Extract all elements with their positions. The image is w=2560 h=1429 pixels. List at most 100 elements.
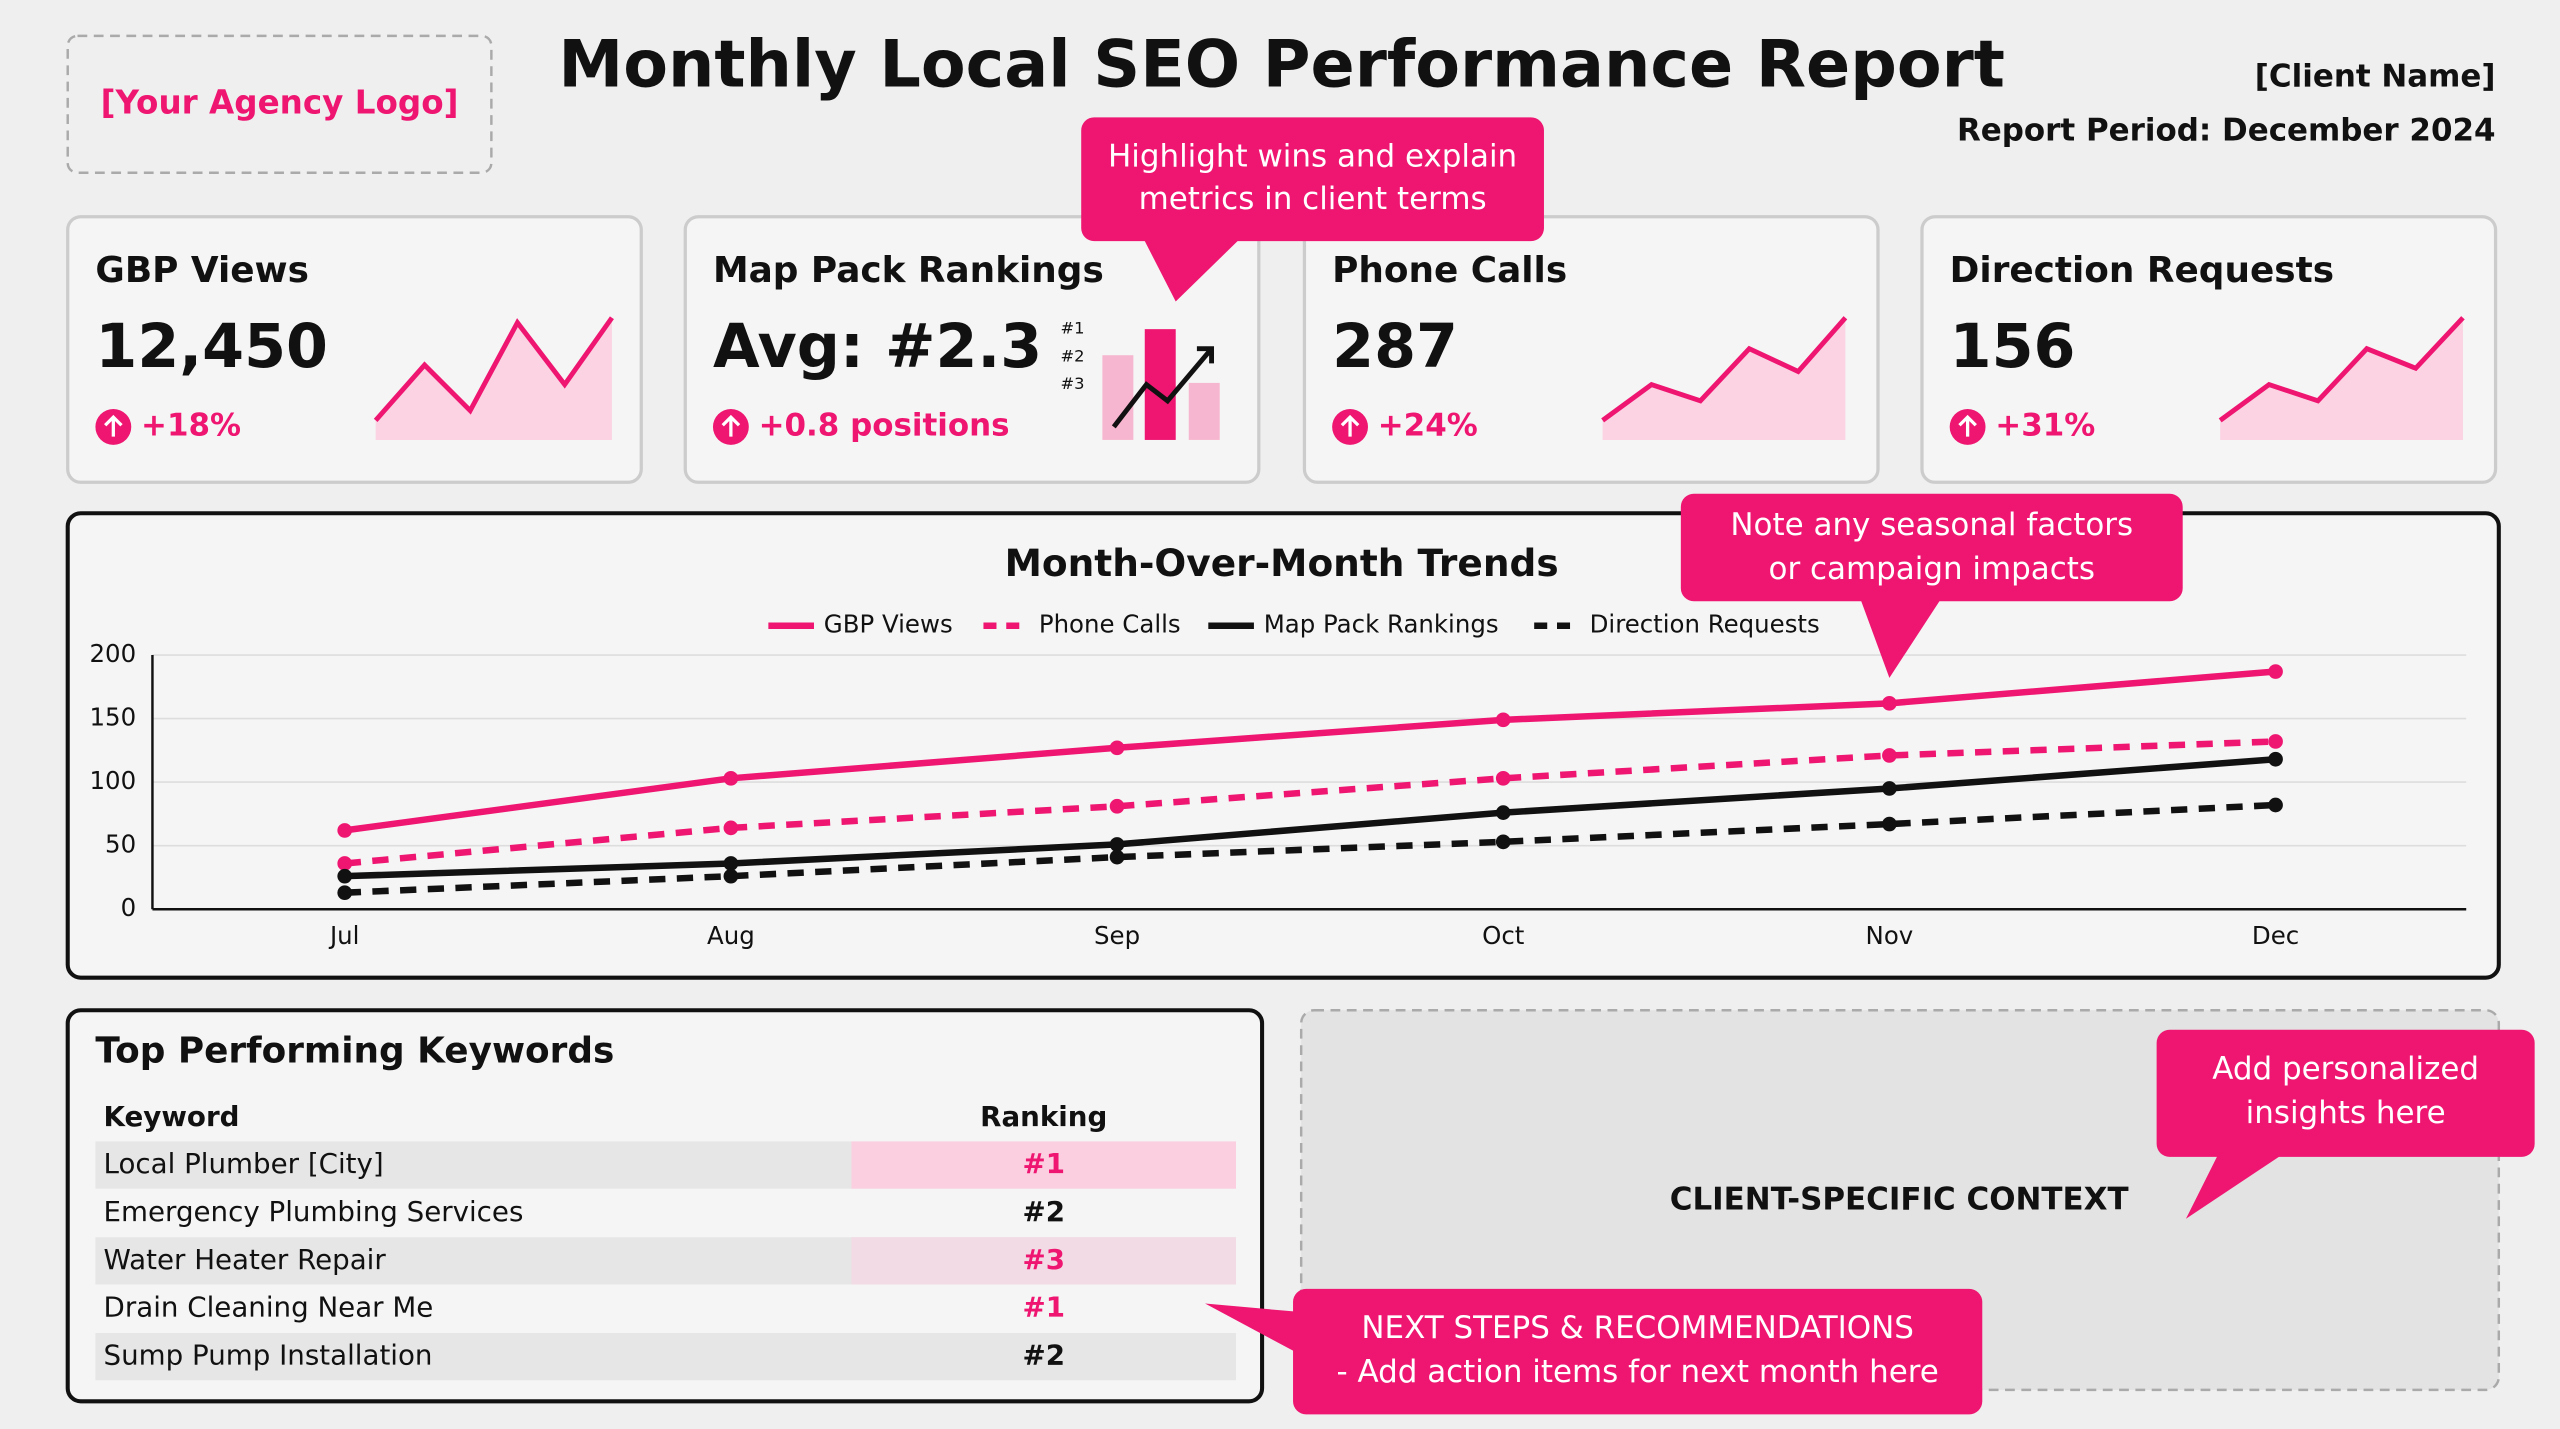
mini-label: #1 [1060,319,1084,338]
y-tick-label: 150 [89,703,136,732]
point [723,868,739,884]
client-name: [Client Name] [2255,59,2496,95]
kpi-change: +31% [1995,407,2095,443]
point [1495,834,1511,850]
sparkline [1601,316,1848,423]
keywords-panel [65,1008,1265,1404]
callout-tail [1860,597,1942,678]
callout-text: or campaign impacts [1769,551,2095,587]
point [723,770,739,786]
kpi-title: GBP Views [95,250,309,291]
callout [2156,1029,2535,1157]
point [1109,849,1125,865]
row-bg [95,1333,1237,1381]
mini-bar [1188,382,1220,440]
sparkline-area [375,317,612,440]
ranking: #1 [1022,1147,1064,1180]
up-arrow [721,414,741,437]
rank-highlight [851,1237,1237,1285]
legend-label: Direction Requests [1590,610,1820,639]
point [2268,797,2283,813]
y-tick-label: 200 [89,639,136,668]
y-tick-label: 50 [105,830,136,859]
keyword: Emergency Plumbing Services [104,1195,524,1228]
kpi-title: Map Pack Rankings [713,250,1104,291]
callout-text: - Add action items for next month here [1336,1354,1938,1390]
point [1109,798,1125,814]
keyword: Drain Cleaning Near Me [104,1291,434,1324]
column-header: Keyword [104,1100,240,1133]
kpi-change: +0.8 positions [759,407,1010,443]
y-tick-label: 100 [89,766,136,795]
point [1882,781,1897,796]
kpi-change: +18% [141,407,241,443]
point [1882,816,1897,832]
keywords-title: Top Performing Keywords [95,1031,614,1072]
kpi-value: 287 [1332,312,1458,382]
ranking: #2 [1022,1339,1064,1372]
kpi-title: Direction Requests [1950,250,2334,291]
point [723,820,739,836]
point [2268,664,2283,679]
kpi-value: 12,450 [95,312,328,382]
point [337,856,353,871]
keyword: Sump Pump Installation [104,1339,433,1372]
kpi-title: Phone Calls [1332,250,1567,291]
point [1882,748,1897,763]
line [344,801,2276,896]
x-tick-label: Sep [1094,921,1140,950]
column-header: Ranking [980,1100,1107,1133]
ranking: #1 [1022,1291,1064,1324]
mini-bar [1102,355,1134,440]
kpi-value: 156 [1950,312,2076,382]
x-tick-label: Dec [2252,921,2299,950]
callout [1081,117,1544,242]
mini-label: #2 [1060,346,1084,365]
keyword: Water Heater Repair [104,1243,387,1276]
keyword: Local Plumber [City] [104,1147,384,1180]
callout-tail [1143,237,1241,302]
point [1109,740,1125,756]
point [1109,837,1125,852]
point [2268,734,2283,749]
callout-text: Add personalized [2212,1051,2479,1087]
point [2268,751,2283,767]
point [1495,805,1511,820]
mini-arrow [1111,346,1215,429]
y-tick-label: 0 [121,893,137,922]
up-arrow [1340,414,1360,437]
callout-text: Note any seasonal factors [1730,507,2133,543]
logo: [Your Agency Logo] [101,83,459,121]
point [723,856,739,871]
x-tick-label: Aug [707,921,755,950]
line [344,738,2276,867]
chart-title: Month-Over-Month Trends [1005,541,1559,585]
legend-label: Map Pack Rankings [1264,610,1499,639]
context-label: CLIENT-SPECIFIC CONTEXT [1670,1181,2129,1217]
point [1882,695,1897,711]
point [337,868,353,884]
legend-label: Phone Calls [1039,610,1181,639]
callout-text: metrics in client terms [1139,181,1487,217]
legend-label: GBP Views [824,610,953,639]
callout-text: Highlight wins and explain [1108,139,1517,175]
up-arrow [1958,414,1977,437]
logo-box [66,34,493,174]
ranking: #3 [1022,1243,1064,1276]
up-arrow [104,414,123,437]
x-tick-label: Jul [328,921,360,950]
kpi-change: +24% [1378,407,1478,443]
report-period: Report Period: December 2024 [1957,112,2496,148]
sparkline [2218,316,2465,423]
point [1495,712,1511,728]
x-tick-label: Nov [1866,921,1914,950]
callout [1293,1288,1983,1415]
mini-label: #3 [1060,374,1084,393]
ranking: #2 [1022,1195,1064,1228]
point [337,885,353,901]
point [337,823,353,838]
callout [1680,493,2183,602]
sparkline [373,316,614,423]
callout-text: insights here [2246,1095,2446,1131]
